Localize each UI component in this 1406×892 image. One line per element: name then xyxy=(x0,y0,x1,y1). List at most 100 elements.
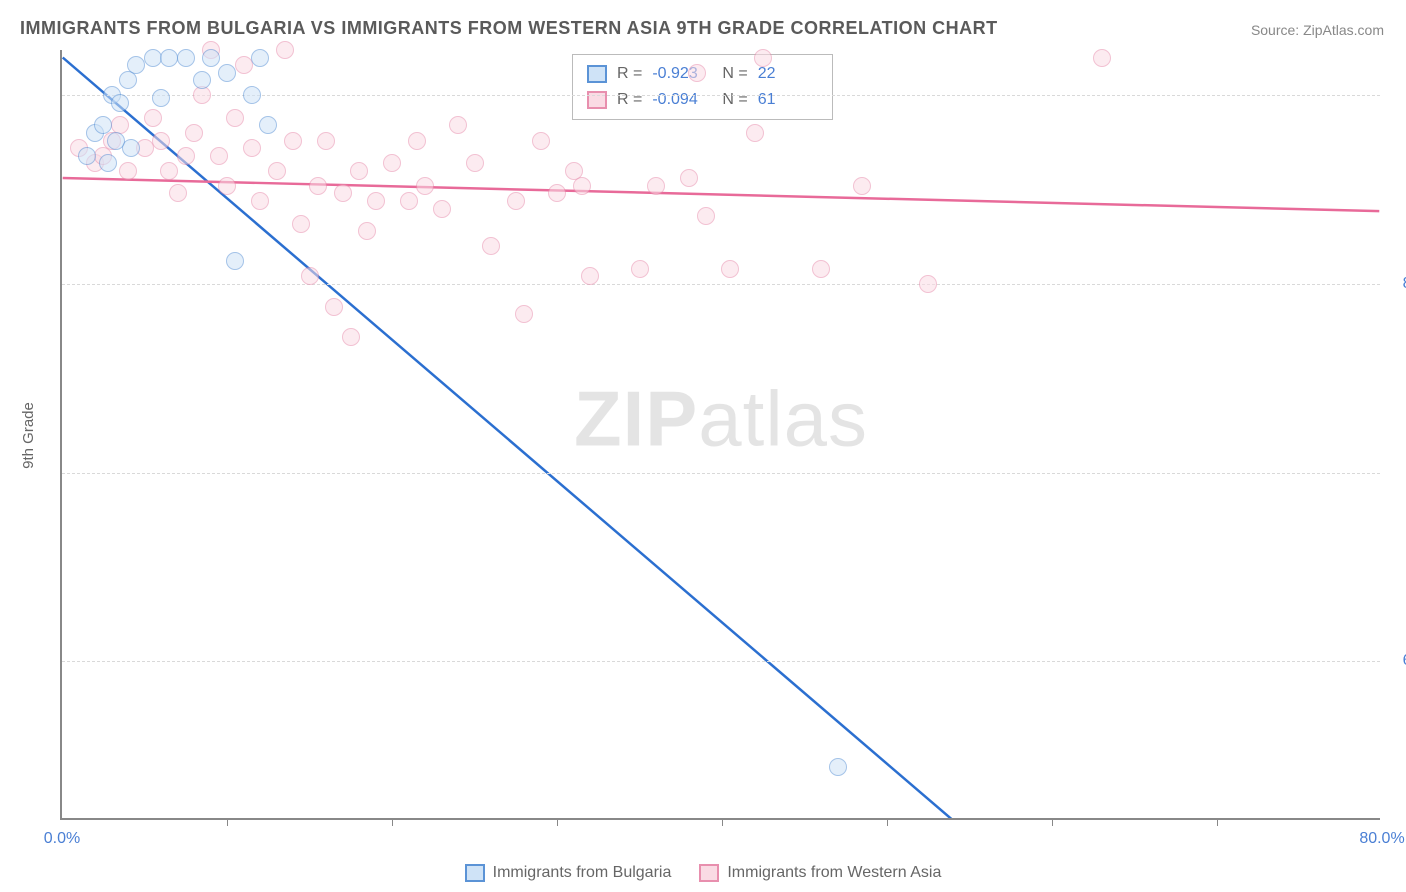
y-tick-label: 87.5% xyxy=(1388,275,1406,293)
r-prefix: R = xyxy=(617,87,642,113)
scatter-point-western_asia xyxy=(919,275,937,293)
scatter-point-bulgaria xyxy=(144,49,162,67)
scatter-point-western_asia xyxy=(812,260,830,278)
scatter-point-bulgaria xyxy=(251,49,269,67)
corr-row-western_asia: R = -0.094 N = 61 xyxy=(587,87,818,113)
scatter-point-bulgaria xyxy=(829,758,847,776)
scatter-point-bulgaria xyxy=(111,94,129,112)
y-tick-label: 62.5% xyxy=(1388,652,1406,670)
scatter-point-bulgaria xyxy=(218,64,236,82)
legend-label-bulgaria: Immigrants from Bulgaria xyxy=(493,864,672,882)
gridline xyxy=(62,284,1380,285)
n-value-western_asia: 61 xyxy=(758,87,818,113)
scatter-point-western_asia xyxy=(581,267,599,285)
scatter-point-western_asia xyxy=(276,41,294,59)
r-prefix: R = xyxy=(617,61,642,87)
gridline xyxy=(62,661,1380,662)
watermark-bold: ZIP xyxy=(574,374,698,462)
y-axis-label: 9th Grade xyxy=(20,402,37,469)
scatter-point-bulgaria xyxy=(107,132,125,150)
scatter-point-western_asia xyxy=(342,328,360,346)
scatter-point-western_asia xyxy=(507,192,525,210)
gridline xyxy=(62,473,1380,474)
x-tick-label: 80.0% xyxy=(1359,830,1404,848)
scatter-point-western_asia xyxy=(226,109,244,127)
scatter-point-western_asia xyxy=(532,132,550,150)
scatter-point-western_asia xyxy=(367,192,385,210)
scatter-point-western_asia xyxy=(334,184,352,202)
scatter-point-western_asia xyxy=(573,177,591,195)
scatter-point-western_asia xyxy=(169,184,187,202)
scatter-point-bulgaria xyxy=(127,56,145,74)
watermark: ZIPatlas xyxy=(574,373,868,464)
scatter-point-western_asia xyxy=(317,132,335,150)
corr-swatch-western_asia xyxy=(587,91,607,109)
scatter-point-western_asia xyxy=(631,260,649,278)
scatter-point-bulgaria xyxy=(99,154,117,172)
scatter-point-western_asia xyxy=(449,116,467,134)
chart-title: IMMIGRANTS FROM BULGARIA VS IMMIGRANTS F… xyxy=(20,18,998,39)
r-value-western_asia: -0.094 xyxy=(652,87,712,113)
x-tick xyxy=(887,818,888,826)
watermark-light: atlas xyxy=(698,374,868,462)
x-tick xyxy=(227,818,228,826)
scatter-point-bulgaria xyxy=(202,49,220,67)
scatter-point-western_asia xyxy=(268,162,286,180)
corr-swatch-bulgaria xyxy=(587,65,607,83)
x-tick-label: 0.0% xyxy=(44,830,80,848)
scatter-point-western_asia xyxy=(185,124,203,142)
scatter-point-western_asia xyxy=(688,64,706,82)
x-tick xyxy=(722,818,723,826)
trend-lines-svg xyxy=(62,50,1380,818)
scatter-point-western_asia xyxy=(433,200,451,218)
trend-line-bulgaria xyxy=(63,58,968,818)
scatter-point-bulgaria xyxy=(94,116,112,134)
scatter-point-western_asia xyxy=(697,207,715,225)
scatter-point-western_asia xyxy=(177,147,195,165)
scatter-point-western_asia xyxy=(301,267,319,285)
legend-item-bulgaria: Immigrants from Bulgaria xyxy=(465,864,672,882)
legend-swatch-bulgaria xyxy=(465,864,485,882)
scatter-point-western_asia xyxy=(721,260,739,278)
scatter-point-western_asia xyxy=(746,124,764,142)
scatter-point-bulgaria xyxy=(78,147,96,165)
scatter-point-western_asia xyxy=(482,237,500,255)
legend-swatch-western_asia xyxy=(699,864,719,882)
x-tick xyxy=(1052,818,1053,826)
scatter-point-western_asia xyxy=(325,298,343,316)
n-prefix: N = xyxy=(722,87,747,113)
correlation-legend-box: R =-0.923N =22R =-0.094N =61 xyxy=(572,54,833,120)
legend-item-western_asia: Immigrants from Western Asia xyxy=(699,864,941,882)
scatter-point-western_asia xyxy=(144,109,162,127)
scatter-point-western_asia xyxy=(647,177,665,195)
source-prefix: Source: xyxy=(1251,22,1303,38)
scatter-point-western_asia xyxy=(152,132,170,150)
scatter-point-western_asia xyxy=(408,132,426,150)
scatter-point-western_asia xyxy=(680,169,698,187)
source-name: ZipAtlas.com xyxy=(1303,22,1384,38)
scatter-point-western_asia xyxy=(284,132,302,150)
scatter-point-western_asia xyxy=(309,177,327,195)
n-prefix: N = xyxy=(722,61,747,87)
scatter-point-bulgaria xyxy=(177,49,195,67)
scatter-point-western_asia xyxy=(383,154,401,172)
scatter-point-western_asia xyxy=(400,192,418,210)
scatter-point-bulgaria xyxy=(259,116,277,134)
scatter-point-western_asia xyxy=(160,162,178,180)
scatter-point-western_asia xyxy=(548,184,566,202)
scatter-point-western_asia xyxy=(416,177,434,195)
x-tick xyxy=(557,818,558,826)
source-attribution: Source: ZipAtlas.com xyxy=(1251,22,1384,38)
scatter-point-western_asia xyxy=(119,162,137,180)
scatter-point-western_asia xyxy=(466,154,484,172)
plot-area: ZIPatlas R =-0.923N =22R =-0.094N =61 62… xyxy=(60,50,1380,820)
scatter-point-western_asia xyxy=(350,162,368,180)
scatter-point-western_asia xyxy=(210,147,228,165)
y-axis-label-container: 9th Grade xyxy=(18,50,38,820)
scatter-point-western_asia xyxy=(243,139,261,157)
scatter-point-western_asia xyxy=(515,305,533,323)
scatter-point-western_asia xyxy=(853,177,871,195)
bottom-legend: Immigrants from Bulgaria Immigrants from … xyxy=(0,864,1406,882)
scatter-point-bulgaria xyxy=(226,252,244,270)
scatter-point-western_asia xyxy=(754,49,772,67)
